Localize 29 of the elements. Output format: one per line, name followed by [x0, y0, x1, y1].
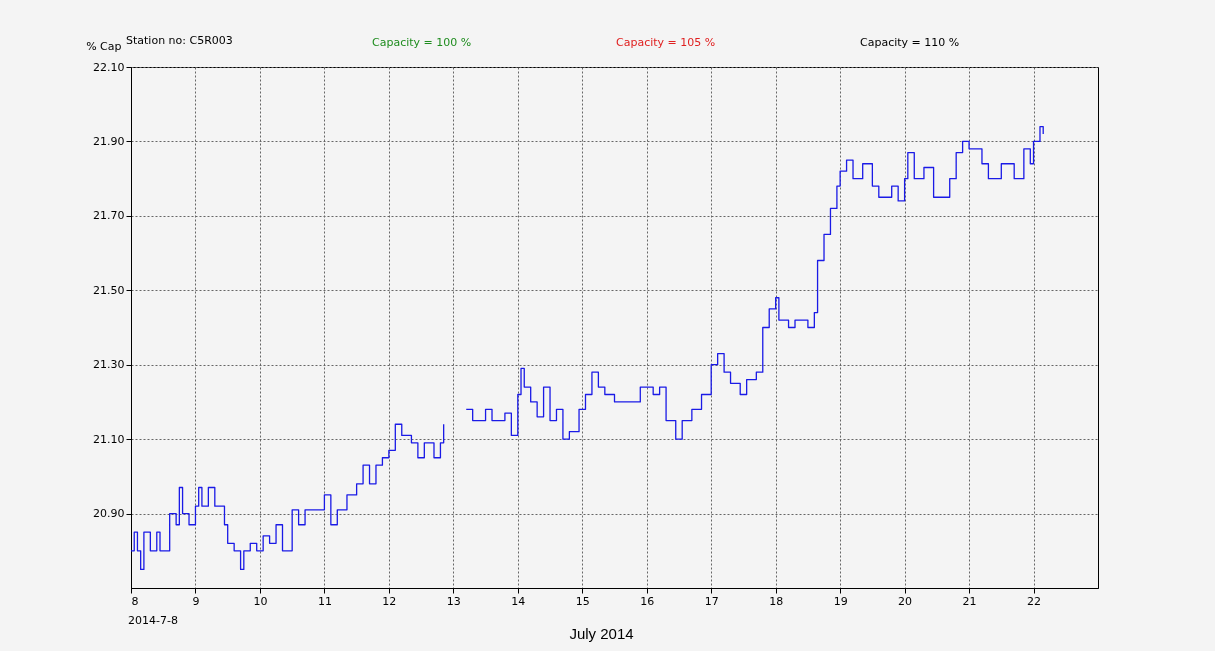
- x-tick-label: 18: [769, 594, 784, 608]
- text: Station no: C5R003: [126, 34, 233, 47]
- x-tick-label: 16: [640, 594, 655, 608]
- text: Capacity = 105 %: [616, 36, 716, 49]
- y-tick-label: 20.90: [93, 507, 125, 521]
- y-tick-label: 21.10: [93, 432, 125, 446]
- x-tick-label: 8: [131, 594, 139, 608]
- y-axis-title: % Cap: [86, 39, 122, 53]
- y-tick-label: 21.30: [93, 358, 125, 372]
- x-tick-label: 22: [1027, 594, 1042, 608]
- y-tick-label: 21.50: [93, 283, 125, 297]
- x-tick-label: 11: [317, 594, 332, 608]
- y-tick-label: 21.70: [93, 209, 125, 223]
- x-axis-title: July 2014: [569, 624, 634, 642]
- x-tick-label: 19: [833, 594, 848, 608]
- x-tick-label: 21: [962, 594, 977, 608]
- x-tick-label: 17: [704, 594, 719, 608]
- x-tick-label: 13: [446, 594, 461, 608]
- text: Capacity = 110 %: [860, 36, 960, 49]
- text: Capacity = 100 %: [372, 36, 472, 49]
- y-tick-label: 21.90: [93, 134, 125, 148]
- x-tick-label: 15: [575, 594, 590, 608]
- x-tick-label: 9: [192, 594, 200, 608]
- x-tick-label: 10: [253, 594, 268, 608]
- x-tick-label: 14: [511, 594, 526, 608]
- x-tick-label: 20: [898, 594, 913, 608]
- y-tick-label: 22.10: [93, 60, 125, 74]
- x-tick-label: 12: [382, 594, 397, 608]
- text: 2014-7-8: [128, 614, 178, 627]
